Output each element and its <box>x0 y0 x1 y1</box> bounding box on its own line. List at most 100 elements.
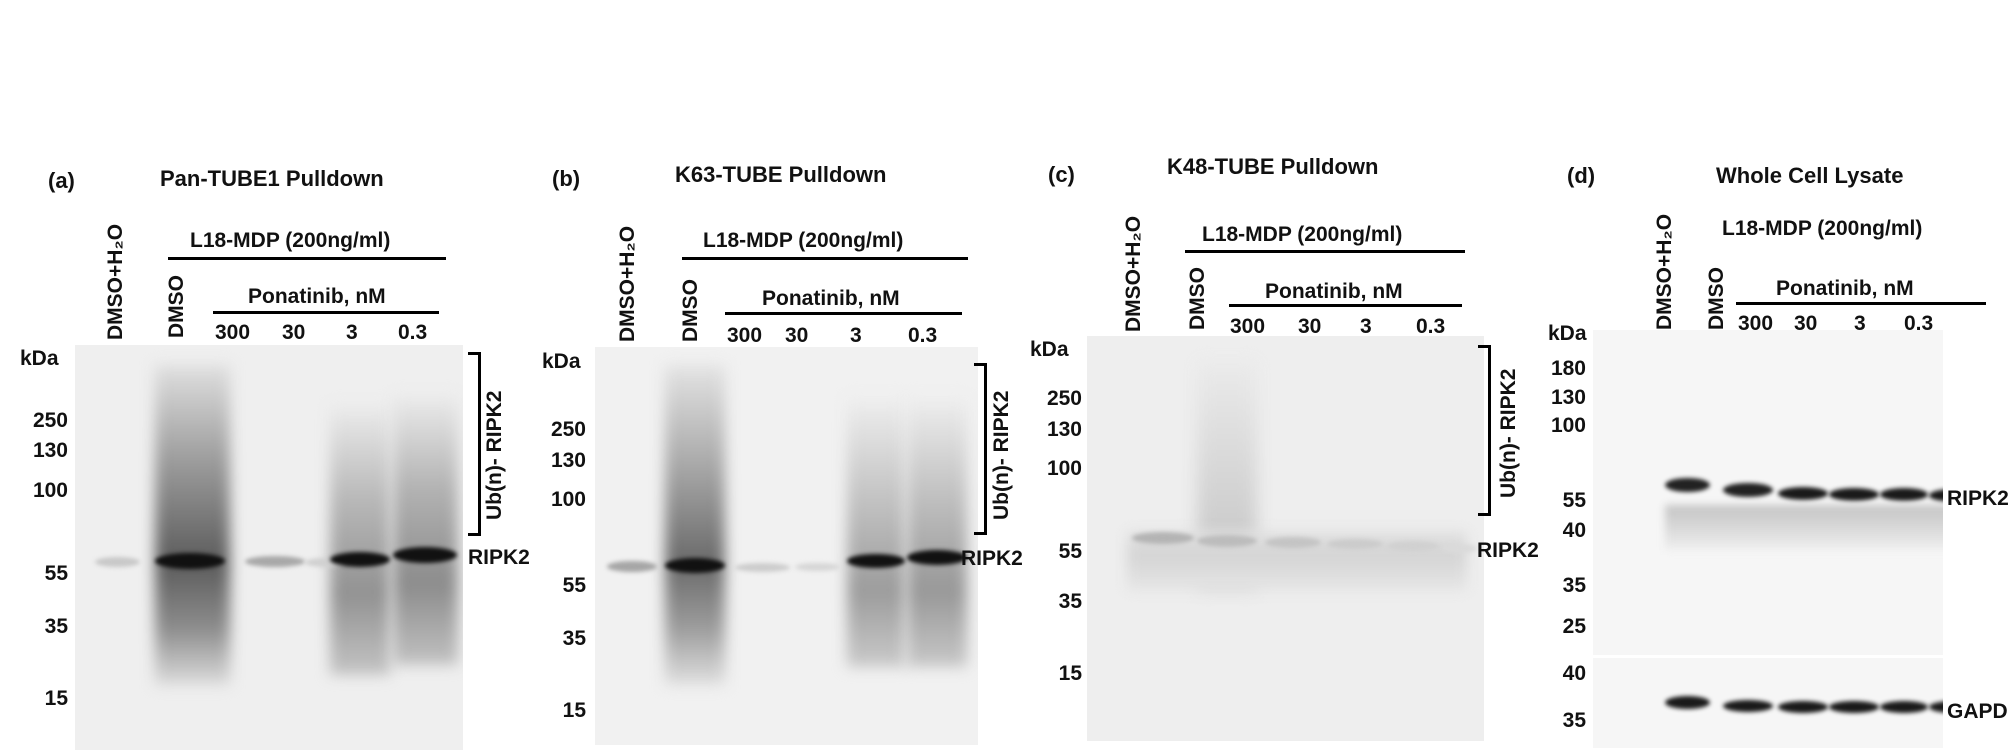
marker-label: 250 <box>1046 387 1082 410</box>
ub-bracket <box>468 352 481 536</box>
band <box>1327 539 1383 549</box>
band <box>1723 483 1773 497</box>
panel-b: (b) K63-TUBE Pulldown DMSO+H₂O L18-MDP (… <box>520 0 1023 754</box>
band <box>1197 535 1257 547</box>
dmso-lane-label: DMSO <box>679 279 702 342</box>
drug-label: Ponatinib, nM <box>762 287 900 310</box>
treatment-label: L18-MDP (200ng/ml) <box>190 229 391 252</box>
marker-label: 15 <box>562 699 586 722</box>
dmso-lane-label: DMSO <box>1705 267 1728 330</box>
band <box>155 553 225 569</box>
marker-label: 15 <box>1058 662 1082 685</box>
dose-label: 3 <box>850 324 862 347</box>
band <box>1778 701 1828 713</box>
band <box>735 563 790 572</box>
gapdh-label: GAPDH <box>1947 700 2008 723</box>
band <box>330 552 390 567</box>
ub-bracket <box>1478 345 1491 516</box>
band <box>665 558 725 573</box>
drug-label: Ponatinib, nM <box>248 285 386 308</box>
marker-label: 180 <box>1550 357 1586 380</box>
band <box>607 561 657 572</box>
marker-label: 55 <box>1562 489 1586 512</box>
blot-membrane-ripk2 <box>1593 330 1943 655</box>
treatment-label: L18-MDP (200ng/ml) <box>1202 223 1403 246</box>
panel-title: K63-TUBE Pulldown <box>675 162 887 187</box>
blot-membrane <box>1087 336 1484 741</box>
ripk2-label: RIPK2 <box>961 547 1023 570</box>
marker-label: 40 <box>1562 662 1586 685</box>
panel-a: (a) Pan-TUBE1 Pulldown DMSO+H₂O L18-MDP … <box>0 0 530 754</box>
ub-bracket-label: Ub(n)- RIPK2 <box>990 390 1013 521</box>
control-lane-label: DMSO+H₂O <box>104 223 127 340</box>
dose-label: 0.3 <box>1904 312 1934 335</box>
band <box>1880 488 1928 501</box>
treatment-line <box>682 257 968 260</box>
lower-bands <box>1665 505 1943 550</box>
band <box>847 554 905 568</box>
smear-lane <box>155 365 230 685</box>
band <box>907 550 967 565</box>
dose-label: 30 <box>785 324 809 347</box>
control-lane-label: DMSO+H₂O <box>616 225 639 342</box>
drug-label: Ponatinib, nM <box>1265 280 1403 303</box>
band <box>1929 701 1943 713</box>
drug-line <box>725 312 962 315</box>
smear-lane <box>665 365 725 685</box>
dose-label: 300 <box>215 321 251 344</box>
band <box>1387 541 1439 551</box>
dose-label: 30 <box>1794 312 1818 335</box>
dose-label: 0.3 <box>1416 315 1446 338</box>
dose-label: 300 <box>727 324 763 347</box>
drug-label: Ponatinib, nM <box>1776 277 1914 300</box>
dose-label: 3 <box>1854 312 1866 335</box>
panel-title: K48-TUBE Pulldown <box>1167 154 1379 179</box>
smear-lane <box>330 405 390 675</box>
marker-label: 35 <box>562 627 586 650</box>
band <box>245 556 305 567</box>
marker-label: 100 <box>1550 414 1586 437</box>
dose-label: 300 <box>1738 312 1774 335</box>
dose-label: 300 <box>1230 315 1266 338</box>
band <box>1829 488 1879 501</box>
blot-membrane <box>75 345 463 750</box>
panel-title: Whole Cell Lysate <box>1716 163 1904 188</box>
dose-label: 0.3 <box>908 324 938 347</box>
band <box>305 558 345 567</box>
marker-label: 130 <box>1046 418 1082 441</box>
treatment-label: L18-MDP (200ng/ml) <box>703 229 904 252</box>
blot-membrane <box>595 347 978 745</box>
marker-label: 250 <box>32 409 68 432</box>
band <box>393 547 457 563</box>
band <box>1723 700 1773 712</box>
dmso-lane-label: DMSO <box>1186 267 1209 330</box>
kda-label: kDa <box>542 350 581 373</box>
ripk2-label: RIPK2 <box>1947 487 2008 510</box>
ub-bracket <box>974 363 987 535</box>
treatment-line <box>168 257 446 260</box>
treatment-line <box>1185 250 1465 253</box>
marker-label: 35 <box>1562 709 1586 732</box>
band <box>1442 544 1477 553</box>
panel-letter: (d) <box>1567 163 1596 188</box>
dose-label: 3 <box>1360 315 1372 338</box>
band <box>1665 478 1710 492</box>
panel-letter: (c) <box>1048 162 1075 187</box>
marker-label: 55 <box>562 574 586 597</box>
drug-line <box>1736 302 1986 305</box>
marker-label: 25 <box>1562 615 1586 638</box>
dose-label: 0.3 <box>398 321 428 344</box>
marker-label: 130 <box>550 449 586 472</box>
panel-title: Pan-TUBE1 Pulldown <box>160 166 384 191</box>
marker-label: 35 <box>1058 590 1082 613</box>
marker-label: 55 <box>1058 540 1082 563</box>
ripk2-label: RIPK2 <box>468 546 530 569</box>
panel-letter: (b) <box>552 166 581 191</box>
smear-lane <box>393 395 458 665</box>
band <box>1665 696 1710 709</box>
treatment-label: L18-MDP (200ng/ml) <box>1722 217 1923 240</box>
marker-label: 55 <box>44 562 68 585</box>
marker-label: 35 <box>44 615 68 638</box>
band <box>1265 537 1321 548</box>
smear-lane <box>847 397 905 667</box>
